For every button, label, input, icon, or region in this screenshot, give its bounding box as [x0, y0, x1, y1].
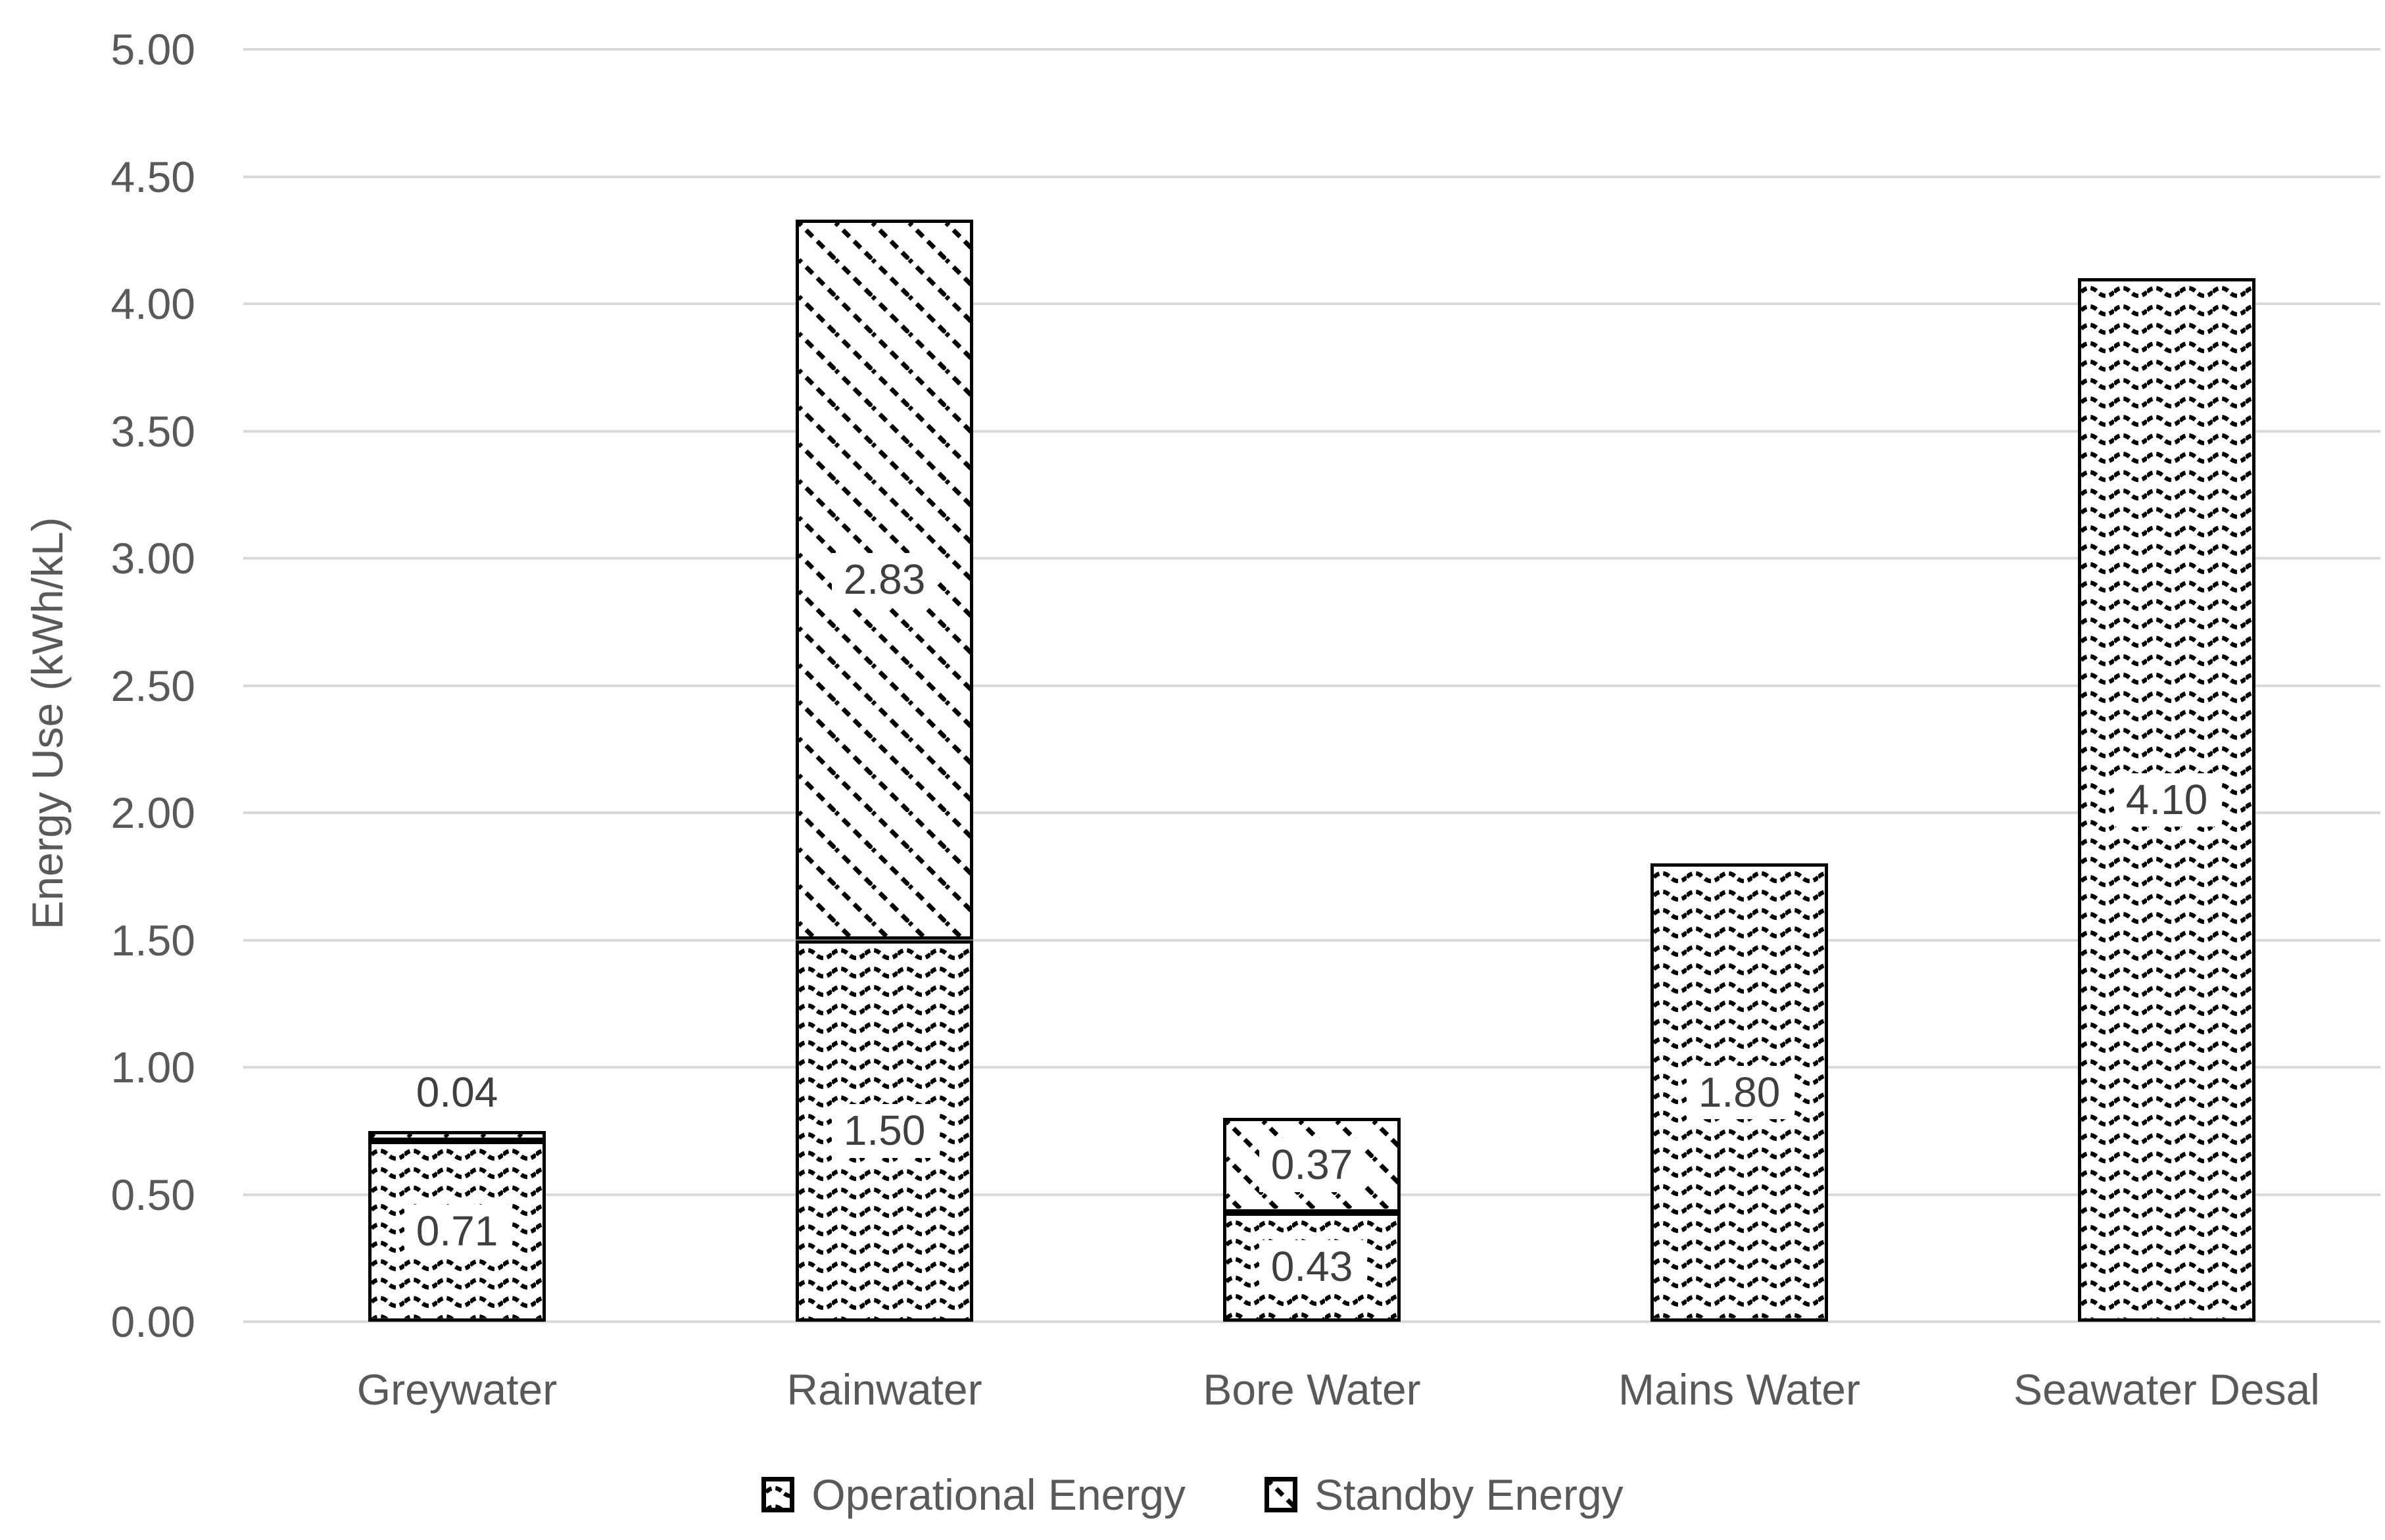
- legend-item-operational: Operational Energy: [761, 1473, 1186, 1516]
- bar-rainwater-operational: 1.50: [796, 940, 973, 1322]
- x-category-label: Bore Water: [1203, 1365, 1421, 1414]
- x-category-label: Seawater Desal: [2013, 1365, 2320, 1414]
- gridline: [243, 175, 2380, 178]
- operational-energy-swatch-icon: [761, 1477, 795, 1512]
- y-tick-label: 1.50: [110, 915, 195, 965]
- x-category-label: Greywater: [356, 1365, 558, 1414]
- data-label: 0.43: [1259, 1239, 1365, 1294]
- y-tick-label: 3.00: [110, 534, 195, 583]
- bar-greywater-standby: [368, 1130, 546, 1142]
- data-label: 1.50: [831, 1103, 938, 1158]
- y-tick-label: 4.00: [110, 279, 195, 328]
- y-tick-label: 2.00: [110, 788, 195, 837]
- data-label: 0.04: [416, 1068, 498, 1116]
- legend-label-operational: Operational Energy: [811, 1470, 1186, 1519]
- y-tick-label: 1.00: [110, 1043, 195, 1092]
- y-tick-label: 4.50: [110, 152, 195, 201]
- y-tick-label: 2.50: [110, 661, 195, 710]
- gridline: [243, 1066, 2380, 1069]
- gridline: [243, 1320, 2380, 1323]
- gridline: [243, 684, 2380, 687]
- gridline: [243, 811, 2380, 814]
- diagonal-pattern-fill: [372, 1134, 542, 1138]
- y-tick-label: 0.50: [110, 1170, 195, 1219]
- data-label: 2.83: [831, 553, 938, 607]
- gridline: [243, 938, 2380, 942]
- y-tick-label: 5.00: [110, 25, 195, 74]
- gridline: [243, 429, 2380, 433]
- x-category-label: Rainwater: [786, 1365, 982, 1414]
- gridline: [243, 557, 2380, 560]
- legend-label-standby: Standby Energy: [1314, 1470, 1624, 1519]
- standby-energy-swatch-icon: [1265, 1477, 1298, 1512]
- bar-bore-water-standby: 0.37: [1223, 1118, 1401, 1213]
- data-label: 0.37: [1259, 1138, 1365, 1192]
- legend-item-standby: Standby Energy: [1265, 1473, 1624, 1516]
- bar-seawater-desal-operational: 4.10: [2078, 278, 2255, 1322]
- data-label: 0.71: [404, 1204, 510, 1259]
- y-tick-label: 3.50: [110, 406, 195, 456]
- bar-greywater-operational: 0.71: [368, 1141, 546, 1322]
- bar-rainwater-standby: 2.83: [796, 220, 973, 940]
- gridline: [243, 302, 2380, 305]
- bar-bore-water-operational: 0.43: [1223, 1212, 1401, 1322]
- data-label: 4.10: [2113, 773, 2220, 827]
- x-category-label: Mains Water: [1618, 1365, 1860, 1414]
- legend: Operational Energy Standby Energy: [0, 1473, 2385, 1516]
- bar-mains-water-operational: 1.80: [1650, 863, 1828, 1322]
- y-tick-label: 0.00: [110, 1297, 195, 1346]
- gridline: [243, 48, 2380, 51]
- data-label: 1.80: [1686, 1065, 1793, 1120]
